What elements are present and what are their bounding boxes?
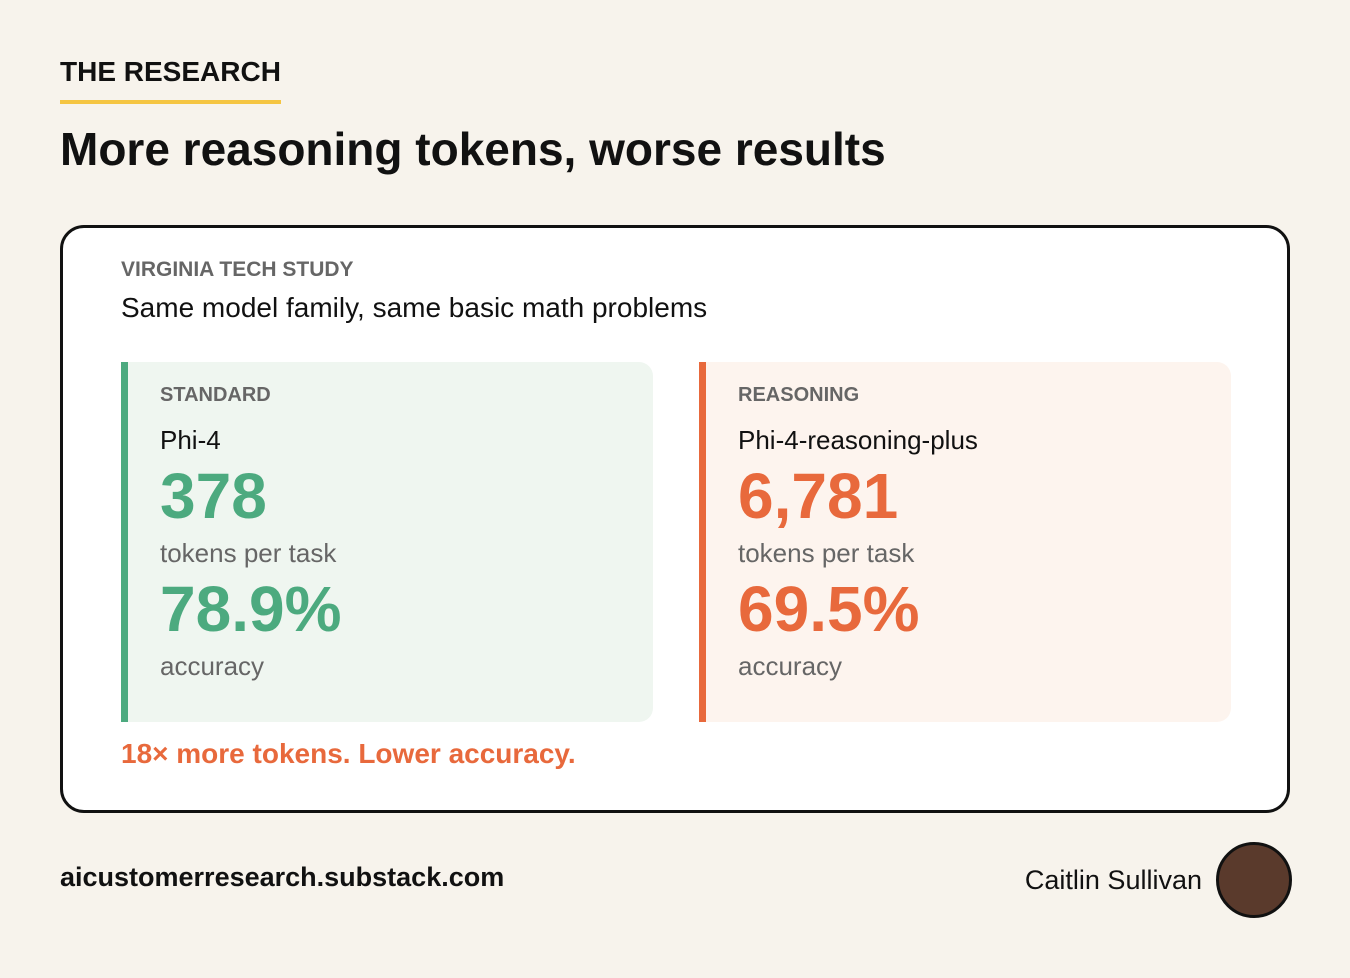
tokens-label: tokens per task — [160, 538, 337, 568]
avatar — [1216, 842, 1292, 918]
author: Caitlin Sullivan — [1024, 865, 1202, 895]
accuracy-label: accuracy — [738, 651, 843, 681]
accuracy: 78.9% — [160, 573, 342, 645]
panel: REASONING Phi-4-reasoning-plus 6,781 tok… — [699, 362, 1231, 722]
tokens: 6,781 — [738, 460, 899, 532]
kind: STANDARD — [160, 384, 271, 406]
tokens-label: tokens per task — [738, 538, 915, 568]
title: More reasoning tokens, worse results — [60, 123, 886, 175]
eyebrow: THE RESEARCH — [60, 56, 281, 104]
kind: REASONING — [738, 384, 860, 406]
panel: STANDARD Phi-4 378 tokens per task 78.9%… — [121, 362, 653, 722]
model: Phi-4-reasoning-plus — [738, 425, 978, 455]
accuracy: 69.5% — [738, 573, 920, 645]
card-label: VIRGINIA TECH STUDY — [121, 258, 354, 281]
card: VIRGINIA TECH STUDY Same model family, s… — [60, 225, 1290, 813]
card-subtitle: Same model family, same basic math probl… — [121, 292, 708, 323]
accuracy-label: accuracy — [160, 651, 265, 681]
conclusion: 18× more tokens. Lower accuracy. — [121, 738, 576, 769]
model: Phi-4 — [160, 425, 221, 455]
tokens: 378 — [160, 460, 267, 532]
site[interactable]: aicustomerresearch.substack.com — [60, 862, 505, 892]
